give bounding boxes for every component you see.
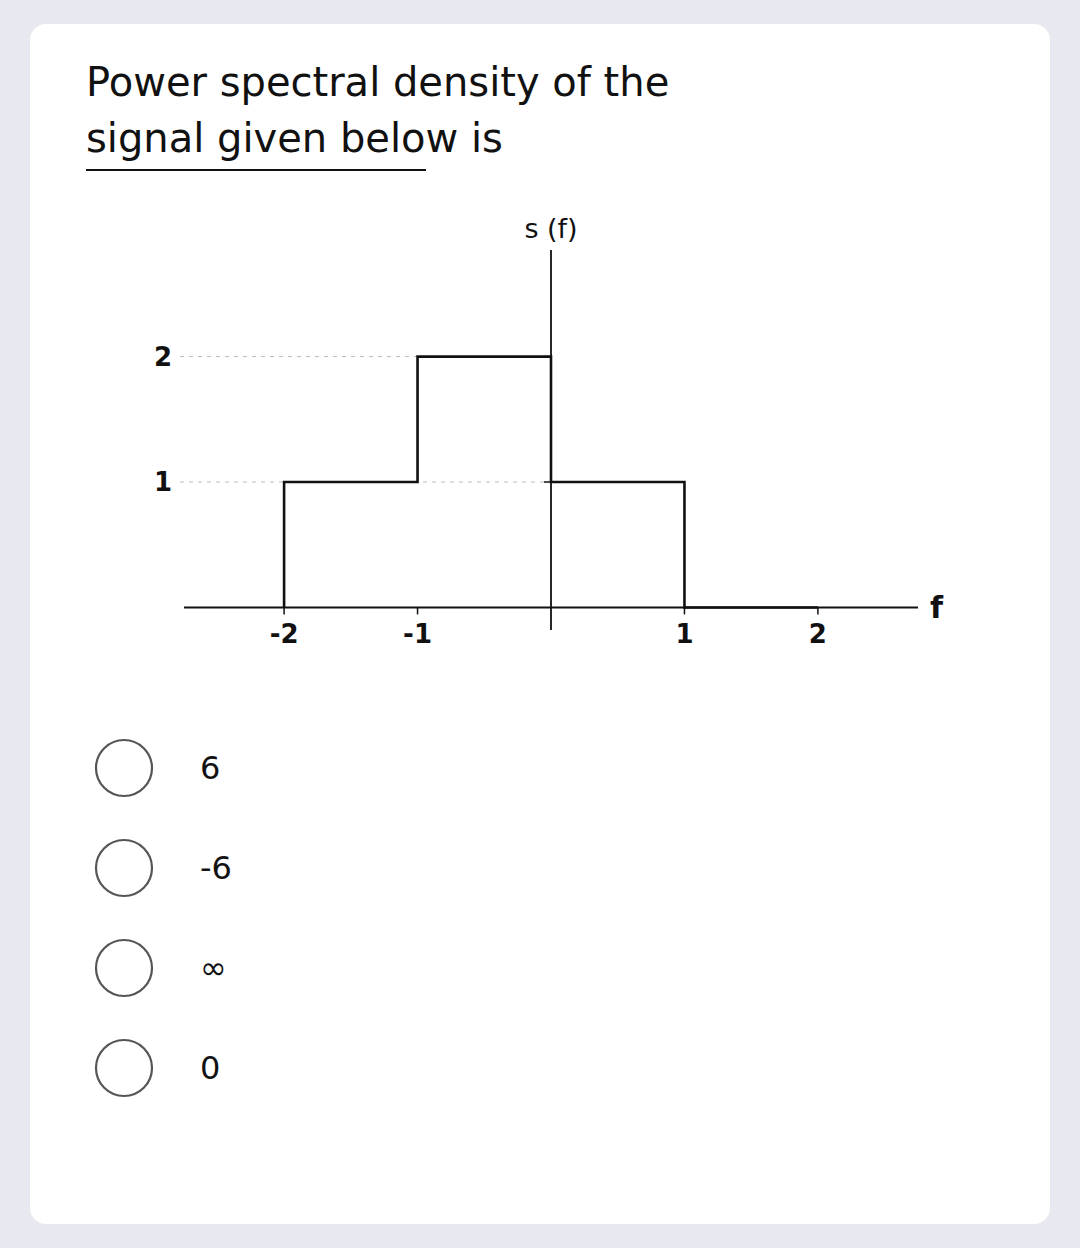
y-tick-label: 2 (154, 342, 172, 372)
step-line (284, 357, 818, 608)
title-line: signal given below is (86, 115, 503, 161)
choice-radio (96, 940, 152, 996)
choice-label: -6 (200, 849, 232, 887)
choice-label: 6 (200, 749, 220, 787)
card (30, 24, 1050, 1224)
x-tick (283, 607, 285, 614)
choice-radio (96, 740, 152, 796)
chart: Power spectral density of the signal give… (0, 0, 1080, 1248)
choice-label: 0 (200, 1049, 220, 1087)
choice-label: ∞ (200, 949, 227, 987)
y-tick-label: 1 (154, 467, 172, 497)
y-axis-label: s (f) (524, 213, 577, 244)
x-tick-label: 1 (675, 619, 693, 649)
choice-radio (96, 1040, 152, 1096)
x-tick (417, 607, 419, 614)
x-axis-label: f (930, 590, 944, 625)
x-tick-label: -1 (403, 619, 432, 649)
title-underline (86, 169, 426, 171)
plot-area (284, 357, 818, 608)
choice-radio (96, 840, 152, 896)
title: Power spectral density of the signal give… (86, 59, 669, 161)
x-tick-label: -2 (270, 619, 299, 649)
x-tick-label: 2 (809, 619, 827, 649)
background (0, 0, 1080, 1248)
title-line: Power spectral density of the (86, 59, 669, 105)
